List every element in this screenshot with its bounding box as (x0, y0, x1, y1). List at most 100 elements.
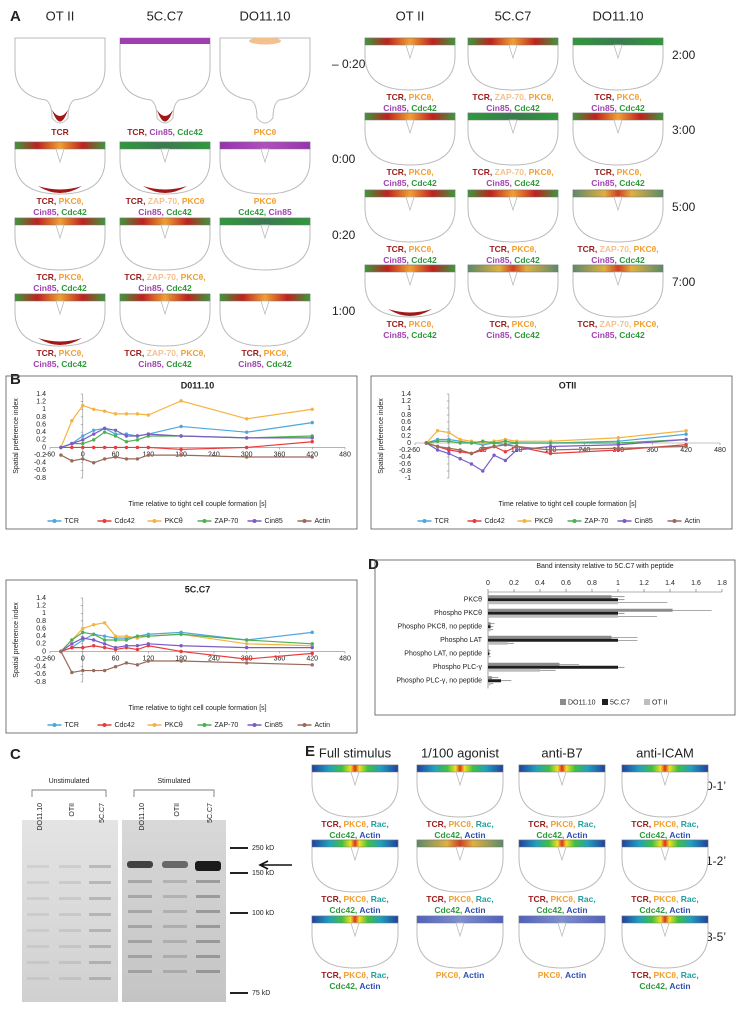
x-tick-label: 1 (616, 580, 620, 587)
apc-notch (405, 271, 415, 287)
cell-body (219, 293, 311, 347)
blot-band (59, 961, 81, 964)
series-line (60, 645, 313, 660)
x-tick-label: 0.8 (587, 580, 597, 587)
blot-band (59, 865, 81, 868)
y-tick-label: -0.4 (34, 664, 46, 671)
label-word: PKCθ, (550, 819, 575, 829)
blot-band (196, 910, 220, 913)
label-word: TCR, (577, 319, 597, 329)
series-point (81, 645, 85, 650)
label-word: Cin85, (486, 330, 512, 340)
y-tick-label: -0.6 (34, 671, 46, 678)
protein-label: Cin85, Cdc42 (383, 103, 437, 113)
time-label: 7:00 (672, 275, 696, 289)
y-tick-label: 0.8 (36, 414, 46, 421)
label-word: PKCθ, (617, 92, 642, 102)
series-point (81, 445, 85, 450)
series-point (102, 668, 107, 673)
bar (488, 614, 618, 618)
label-word: TCR, (631, 970, 651, 980)
protein-label: TCR, PKCθ, Rac, (528, 894, 595, 904)
lane-label: DO11.10 (139, 803, 146, 831)
cell-body (467, 37, 559, 91)
cell-body (119, 37, 211, 124)
series-point (70, 419, 74, 423)
x-tick-label: 0.4 (535, 580, 545, 587)
blot-band (128, 955, 152, 958)
y-tick-label: 1 (42, 406, 46, 413)
label-word: Cin85, (591, 103, 617, 113)
series-point (179, 632, 183, 636)
y-tick-label: 1.2 (401, 398, 411, 405)
legend-label: 5C.C7 (610, 699, 630, 706)
label-word: PKCθ, (436, 970, 461, 980)
series-point (135, 663, 140, 667)
series-point (113, 645, 118, 650)
series-point (481, 446, 485, 450)
series-point (135, 647, 140, 652)
label-word: Cdc42, (434, 830, 462, 840)
label-word: Cdc42 (411, 255, 437, 265)
category-label: Phospho PKCθ (434, 610, 482, 617)
label-word: TCR, (126, 196, 146, 206)
protein-label: TCR, PKCθ, (36, 272, 83, 282)
series-point (81, 403, 85, 408)
lane-label: 5C.C7 (99, 803, 106, 823)
synapse-bar (416, 764, 504, 773)
synapse-bar (14, 217, 106, 226)
label-word: PKCθ, (409, 244, 434, 254)
column-header: DO11.10 (239, 8, 290, 23)
protein-label: Cin85, Cdc42 (33, 359, 87, 369)
x-axis-label: Time relative to tight cell couple forma… (128, 501, 266, 508)
protein-label: Cin85, Cdc42 (33, 283, 87, 293)
protein-label: TCR (51, 127, 68, 137)
label-word: PKCθ, (617, 167, 642, 177)
series-point (244, 445, 249, 450)
blot-band (163, 895, 187, 898)
label-word: PKCθ, (343, 970, 368, 980)
synapse-bar (364, 264, 456, 273)
series-point (447, 430, 451, 435)
y-tick-label: -0.4 (399, 454, 411, 461)
label-word: TCR, (594, 92, 614, 102)
series-point (469, 462, 474, 466)
label-word: Actin (669, 981, 690, 991)
label-word: Actin (464, 830, 485, 840)
cell-body (572, 112, 664, 166)
legend-label: DO11.10 (568, 699, 596, 706)
blot-band (27, 977, 49, 980)
label-word: ZAP-70, (495, 167, 527, 177)
series-point (146, 413, 151, 417)
x-tick-label: 420 (680, 447, 692, 454)
cell-body (467, 189, 559, 243)
label-word: ZAP-70, (148, 196, 180, 206)
marker-label: 250 kD (252, 845, 274, 852)
synapse-bar (311, 764, 399, 773)
label-word: TCR, (528, 819, 548, 829)
series-point (548, 441, 553, 445)
series-point (81, 630, 85, 635)
bar (488, 628, 491, 632)
series-line (60, 454, 313, 464)
x-tick-label: 240 (579, 447, 591, 454)
legend-marker (102, 519, 107, 523)
series-point (310, 440, 314, 444)
protein-label: Cin85, Cdc42 (486, 255, 540, 265)
label-word: Actin (359, 830, 380, 840)
cell-crescent (38, 186, 82, 193)
series-point (244, 455, 249, 459)
x-tick-label: -60 (45, 451, 55, 458)
series-point (146, 659, 151, 663)
synapse-bar (364, 112, 456, 121)
cell-body (572, 37, 664, 91)
legend-marker (52, 519, 57, 523)
cell-body (621, 839, 709, 893)
label-word: Rac, (371, 894, 389, 904)
series-point (179, 644, 183, 648)
series-point (102, 457, 107, 461)
bar (488, 668, 540, 672)
label-word: Cin85, (149, 127, 175, 137)
label-word: Cdc42, (639, 830, 667, 840)
y-tick-label: 0.4 (36, 633, 46, 640)
